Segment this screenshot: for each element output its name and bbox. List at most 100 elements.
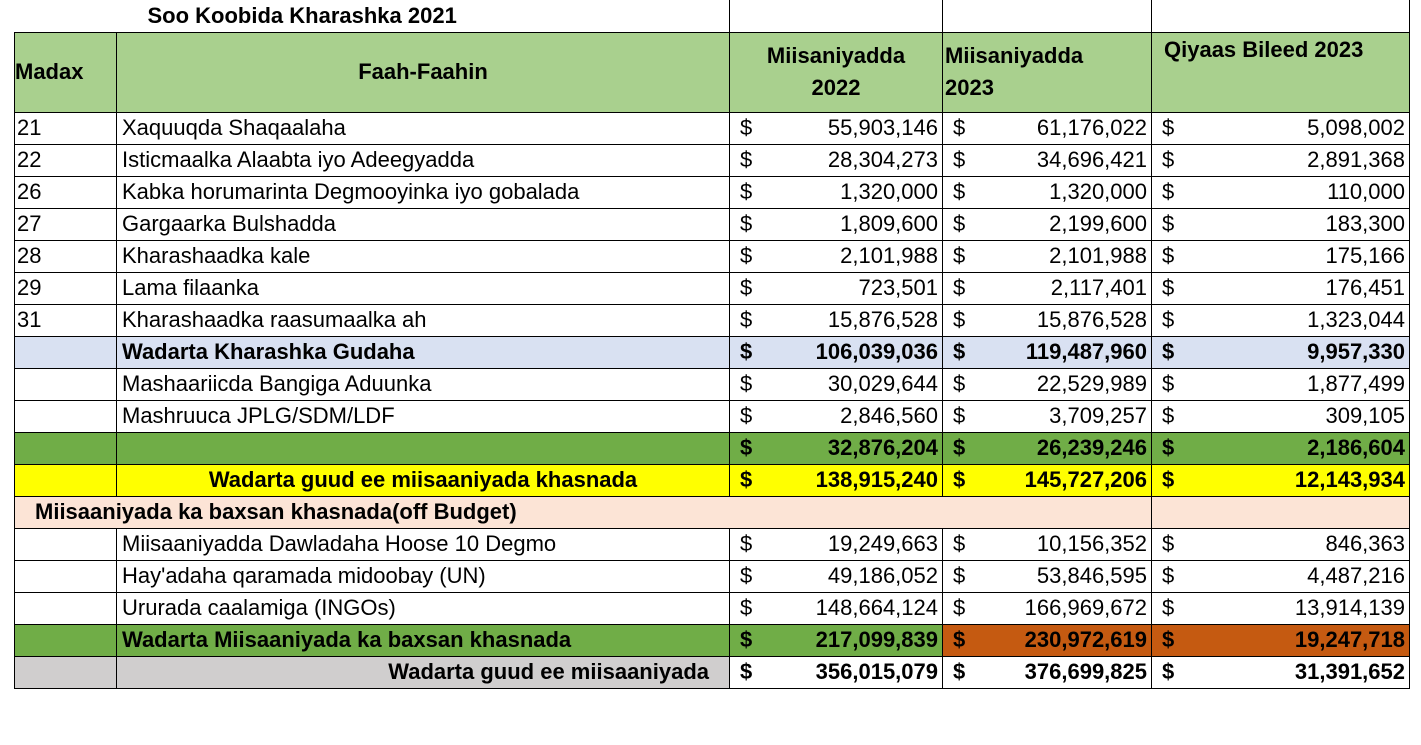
total-internal-2023: $119,487,960 [942, 335, 1152, 369]
value-2023: $15,876,528 [942, 303, 1152, 337]
amount-value: 55,903,146 [827, 115, 938, 140]
amount-value: 61,176,022 [1036, 115, 1147, 140]
currency-symbol: $ [740, 211, 753, 236]
value-2022: $148,664,124 [729, 591, 943, 625]
currency-symbol: $ [740, 307, 753, 332]
table-row: 26 Kabka horumarinta Degmooyinka iyo gob… [14, 175, 1410, 209]
amount-value: 32,876,204 [827, 435, 938, 460]
amount-value: 26,239,246 [1036, 435, 1147, 460]
total-treasury-2023: $145,727,206 [942, 463, 1152, 497]
amount-value: 13,914,139 [1294, 595, 1405, 620]
amount-value: 30,029,644 [827, 371, 938, 396]
amount-value: 723,501 [858, 275, 938, 300]
amount-value: 34,696,421 [1036, 147, 1147, 172]
currency-symbol: $ [740, 147, 753, 172]
empty-cell [14, 367, 117, 401]
value-2022: $49,186,052 [729, 559, 943, 593]
currency-symbol: $ [1162, 147, 1175, 172]
header-qiyaas-bileed-2023: Qiyaas Bileed 2023 [1151, 31, 1410, 113]
total-off-budget-row: Wadarta Miisaaniyada ka baxsan khasnada … [14, 623, 1410, 657]
value-qiyaas: $2,891,368 [1151, 143, 1410, 177]
row-description: Xaquuqda Shaqaalaha [116, 111, 730, 145]
currency-symbol: $ [1162, 307, 1175, 332]
value-2023: $1,320,000 [942, 175, 1152, 209]
amount-value: 217,099,839 [815, 627, 938, 652]
total-off-budget-label: Wadarta Miisaaniyada ka baxsan khasnada [116, 623, 730, 657]
amount-value: 53,846,595 [1036, 563, 1147, 588]
currency-symbol: $ [1162, 115, 1175, 140]
currency-symbol: $ [1162, 403, 1175, 428]
table-row: 22 Isticmaalka Alaabta iyo Adeegyadda $2… [14, 143, 1410, 177]
row-description: Mashaariicda Bangiga Aduunka [116, 367, 730, 401]
empty-cell [1151, 495, 1410, 529]
table-row: Ururada caalamiga (INGOs) $148,664,124 $… [14, 591, 1410, 625]
currency-symbol: $ [953, 211, 966, 236]
currency-symbol: $ [740, 563, 753, 588]
empty-cell [14, 335, 117, 369]
row-description: Kharashaadka raasumaalka ah [116, 303, 730, 337]
value-qiyaas: $110,000 [1151, 175, 1410, 209]
currency-symbol: $ [1162, 467, 1175, 492]
currency-symbol: $ [1162, 435, 1175, 460]
empty-cell [14, 655, 117, 689]
amount-value: 5,098,002 [1307, 115, 1405, 140]
grand-total-row: Wadarta guud ee miisaaniyada $356,015,07… [14, 655, 1410, 689]
row-description: Kharashaadka kale [116, 239, 730, 273]
row-code: 28 [14, 239, 117, 273]
table-row: Hay'adaha qaramada midoobay (UN) $49,186… [14, 559, 1410, 593]
value-2022: $2,846,560 [729, 399, 943, 433]
value-2022: $19,249,663 [729, 527, 943, 561]
row-code: 29 [14, 271, 117, 305]
empty-cell [116, 431, 730, 465]
value-qiyaas: $183,300 [1151, 207, 1410, 241]
amount-value: 356,015,079 [815, 659, 938, 684]
amount-value: 10,156,352 [1036, 531, 1147, 556]
currency-symbol: $ [740, 179, 753, 204]
amount-value: 19,247,718 [1294, 627, 1405, 652]
currency-symbol: $ [953, 243, 966, 268]
amount-value: 22,529,989 [1036, 371, 1147, 396]
grand-total-qiyaas: $31,391,652 [1151, 655, 1410, 689]
amount-value: 309,105 [1325, 403, 1405, 428]
amount-value: 166,969,672 [1024, 595, 1147, 620]
currency-symbol: $ [953, 403, 966, 428]
amount-value: 49,186,052 [827, 563, 938, 588]
value-qiyaas: $176,451 [1151, 271, 1410, 305]
value-2023: $10,156,352 [942, 527, 1152, 561]
row-code: 22 [14, 143, 117, 177]
amount-value: 2,891,368 [1307, 147, 1405, 172]
currency-symbol: $ [953, 115, 966, 140]
currency-symbol: $ [740, 531, 753, 556]
currency-symbol: $ [1162, 275, 1175, 300]
currency-symbol: $ [740, 627, 753, 652]
currency-symbol: $ [740, 659, 753, 684]
amount-value: 1,320,000 [840, 179, 938, 204]
total-off-budget-2023: $230,972,619 [942, 623, 1152, 657]
currency-symbol: $ [953, 467, 966, 492]
total-treasury-row: Wadarta guud ee miisaaniyada khasnada $1… [14, 463, 1410, 497]
empty-cell [14, 559, 117, 593]
amount-value: 145,727,206 [1024, 467, 1147, 492]
grand-total-label: Wadarta guud ee miisaaniyada [116, 655, 730, 689]
amount-value: 1,809,600 [840, 211, 938, 236]
amount-value: 138,915,240 [815, 467, 938, 492]
value-2023: $22,529,989 [942, 367, 1152, 401]
value-qiyaas: $309,105 [1151, 399, 1410, 433]
row-description: Lama filaanka [116, 271, 730, 305]
currency-symbol: $ [953, 307, 966, 332]
currency-symbol: $ [953, 627, 966, 652]
value-2023: $2,199,600 [942, 207, 1152, 241]
header-madax: Madax [14, 31, 117, 113]
row-code: 26 [14, 175, 117, 209]
currency-symbol: $ [740, 339, 753, 364]
row-description: Mashruuca JPLG/SDM/LDF [116, 399, 730, 433]
total-off-budget-qiyaas: $19,247,718 [1151, 623, 1410, 657]
value-2022: $15,876,528 [729, 303, 943, 337]
value-qiyaas: $4,487,216 [1151, 559, 1410, 593]
currency-symbol: $ [740, 115, 753, 140]
currency-symbol: $ [953, 435, 966, 460]
total-projects-qiyaas: $2,186,604 [1151, 431, 1410, 465]
row-description: Isticmaalka Alaabta iyo Adeegyadda [116, 143, 730, 177]
currency-symbol: $ [740, 467, 753, 492]
value-2023: $2,101,988 [942, 239, 1152, 273]
